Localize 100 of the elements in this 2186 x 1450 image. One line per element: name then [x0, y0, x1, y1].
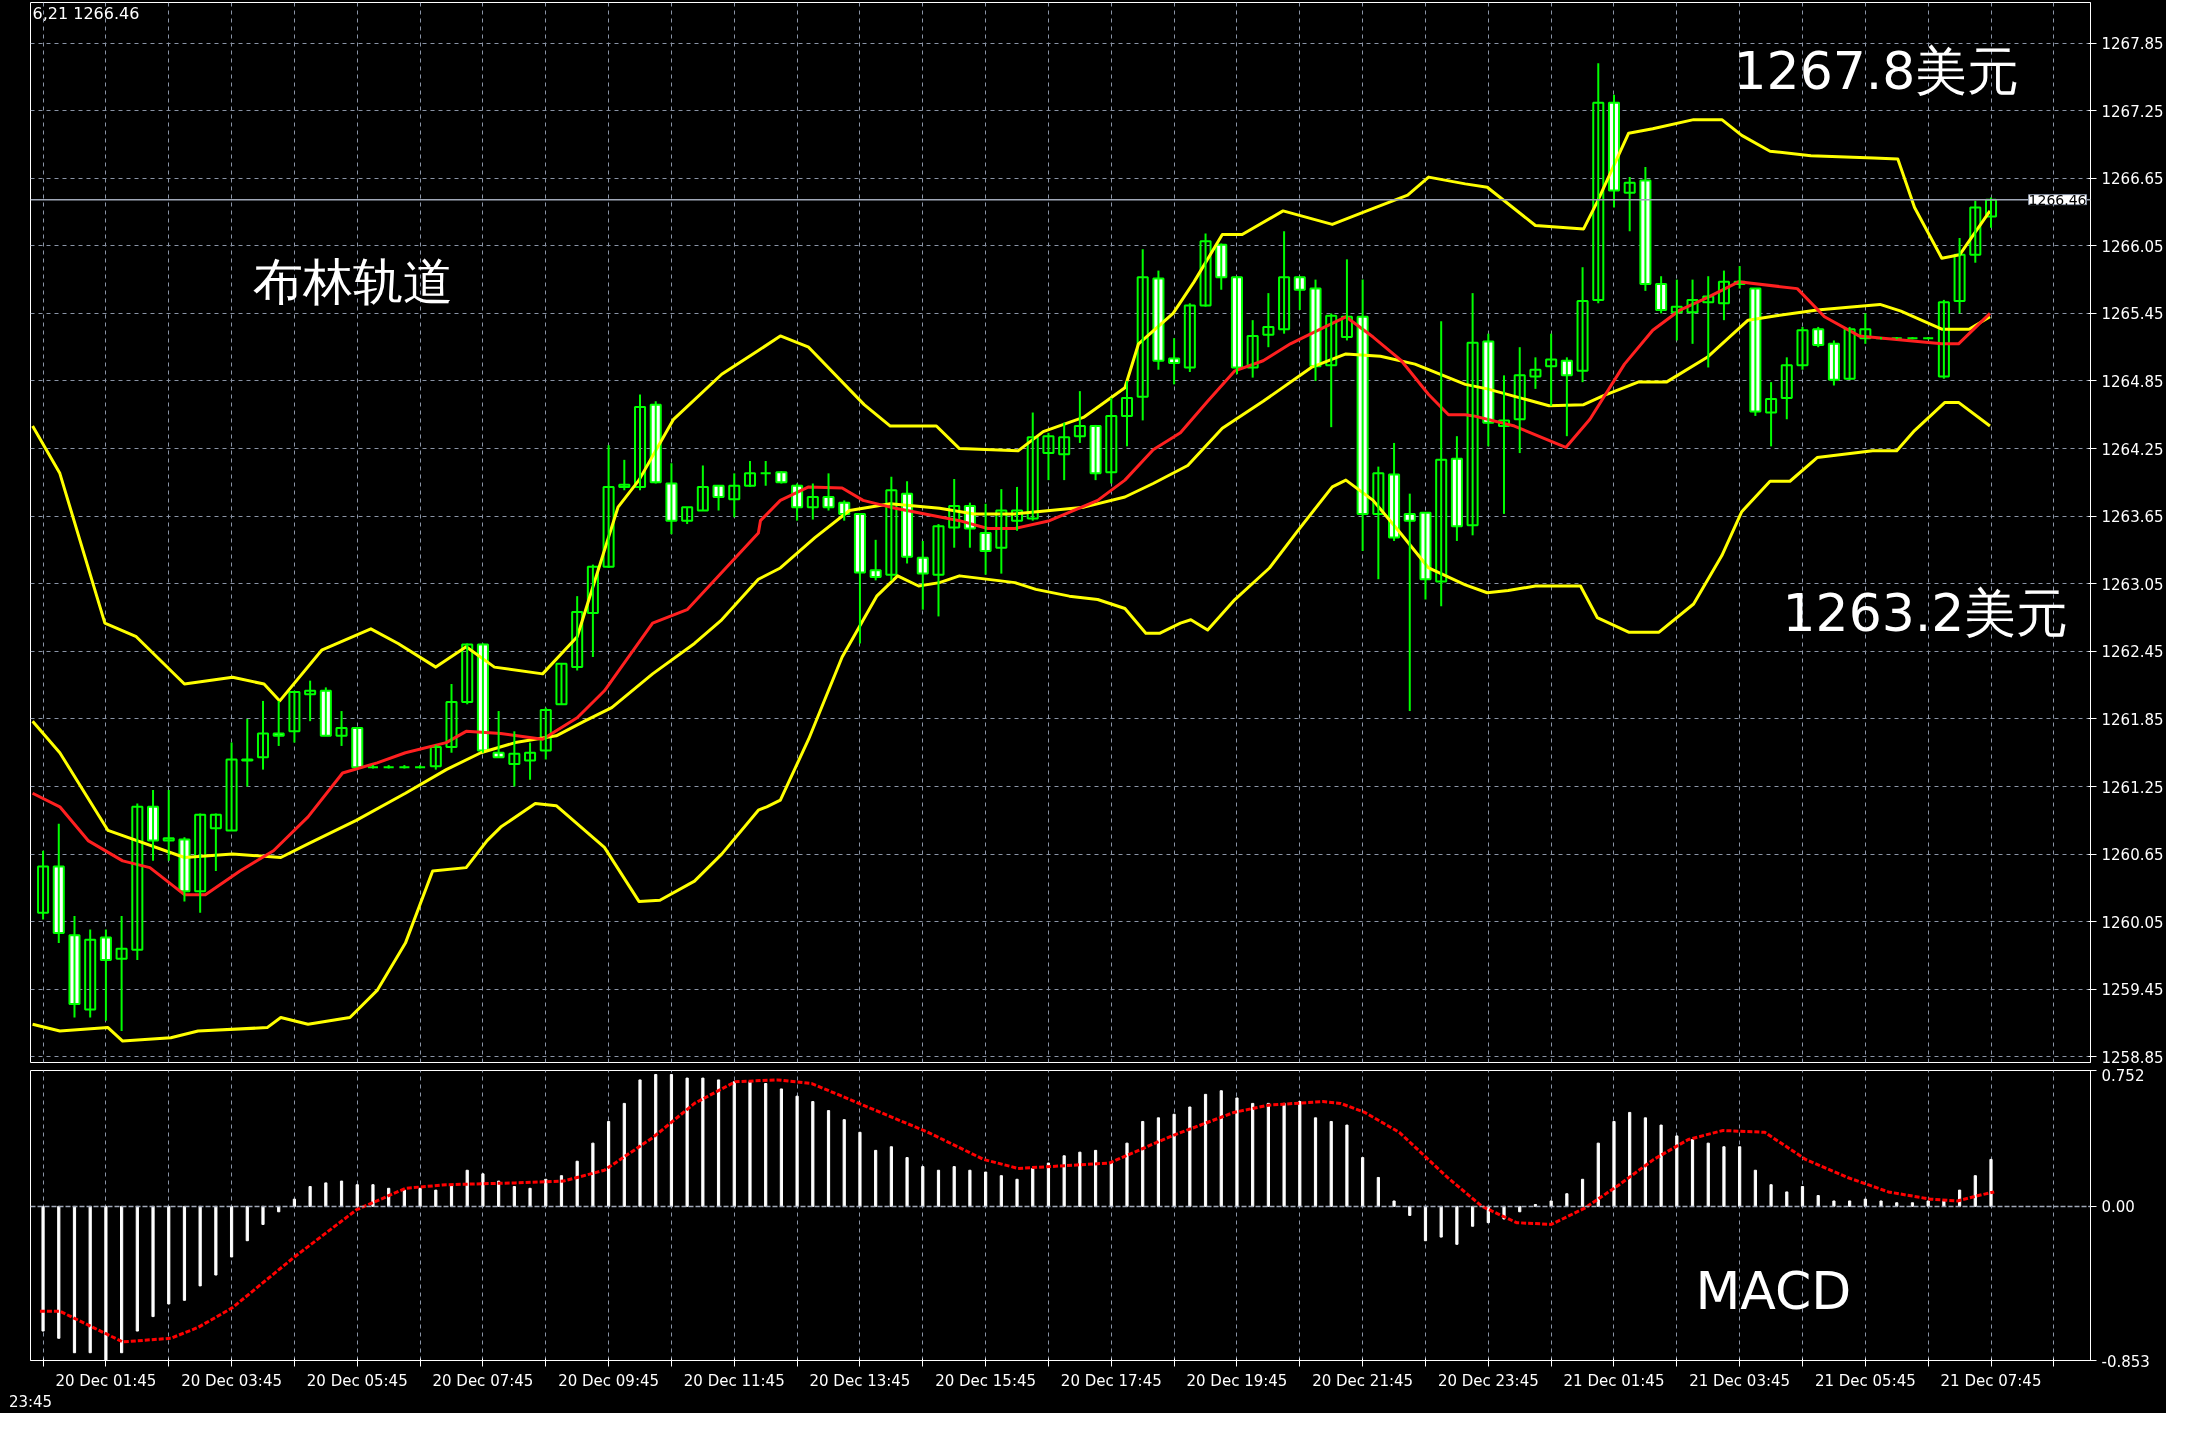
- x-tick-label: 20 Dec 03:45: [181, 1371, 283, 1390]
- candlestick: [932, 523, 945, 618]
- x-tick-label: 20 Dec 17:45: [1060, 1371, 1162, 1390]
- candlestick: [1042, 431, 1055, 482]
- candlestick: [1592, 62, 1605, 305]
- candlestick: [1073, 390, 1086, 444]
- x-tick-label: 20 Dec 23:45: [1437, 1371, 1539, 1390]
- x-tick-label: 20 Dec 05:45: [306, 1371, 408, 1390]
- candlestick: [1717, 269, 1730, 322]
- y-tick-label: 1260.05: [2101, 913, 2164, 932]
- candlestick: [461, 642, 474, 706]
- annotation: 6,21 1266.46: [32, 3, 140, 23]
- annotation: MACD: [1695, 1260, 1852, 1321]
- candlestick: [743, 459, 757, 488]
- candlestick: [571, 595, 584, 672]
- x-tick-label: 20 Dec 13:45: [809, 1371, 911, 1390]
- y-tick-label: 1261.25: [2101, 778, 2164, 797]
- candlestick: [948, 477, 961, 549]
- candlestick: [304, 679, 317, 723]
- candlestick: [508, 730, 521, 788]
- x-tick-label: 21 Dec 03:45: [1689, 1371, 1791, 1390]
- candlestick: [1011, 485, 1024, 532]
- x-tick-label: 20 Dec 09:45: [558, 1371, 660, 1390]
- x-tick-label: 20 Dec 01:45: [55, 1371, 157, 1390]
- x-tick-label: 21 Dec 01:45: [1563, 1371, 1665, 1390]
- candlestick: [1278, 230, 1291, 335]
- annotation: 1267.8美元: [1733, 40, 2020, 101]
- y-tick-label: 1261.85: [2101, 710, 2164, 729]
- x-tick-label: 20 Dec 11:45: [683, 1371, 785, 1390]
- candlestick: [194, 812, 207, 914]
- candlestick: [68, 915, 81, 1019]
- x-tick-label: 20 Dec 15:45: [935, 1371, 1037, 1390]
- candlestick: [995, 488, 1008, 575]
- candlestick: [1058, 421, 1071, 482]
- y-tick-label: 0.00: [2101, 1198, 2135, 1217]
- ref-line-label: 1266.46: [2028, 191, 2087, 208]
- candlestick: [806, 482, 819, 521]
- x-tick-label: 21 Dec 05:45: [1814, 1371, 1916, 1390]
- candlestick: [602, 444, 615, 569]
- candlestick: [1780, 356, 1793, 421]
- text: 23:45: [8, 1392, 53, 1411]
- y-tick-label: 1267.85: [2101, 35, 2164, 54]
- candlestick: [1498, 374, 1511, 515]
- candlestick: [131, 802, 144, 961]
- y-tick-label: 1266.05: [2101, 237, 2164, 256]
- x-tick-label: 20 Dec 07:45: [432, 1371, 534, 1390]
- candlestick: [1545, 332, 1558, 407]
- candlestick: [445, 683, 458, 754]
- candlestick: [524, 741, 537, 781]
- y-tick-label: -0.853: [2101, 1352, 2150, 1371]
- candlestick: [225, 741, 238, 832]
- y-tick-label: 1263.65: [2101, 508, 2164, 527]
- candlestick: [696, 464, 709, 512]
- candlestick: [1199, 232, 1212, 308]
- candlestick: [335, 710, 348, 747]
- y-tick-label: 1267.25: [2101, 102, 2164, 121]
- y-tick-label: 1265.45: [2101, 305, 2164, 324]
- y-tick-label: 1262.45: [2101, 643, 2164, 662]
- candlestick: [681, 506, 694, 526]
- candlestick: [1765, 381, 1778, 448]
- candlestick: [633, 393, 647, 492]
- candlestick: [1168, 337, 1181, 386]
- candlestick: [1953, 236, 1966, 315]
- candlestick: [1623, 176, 1636, 233]
- candlestick: [1576, 266, 1589, 384]
- candlestick: [1513, 346, 1526, 455]
- annotation: 1263.2美元: [1782, 582, 2069, 643]
- candlestick: [1372, 465, 1385, 581]
- candlestick: [162, 788, 175, 862]
- candlestick: [1984, 196, 1998, 229]
- candlestick: [1435, 320, 1448, 608]
- annotation: 布林轨道: [252, 252, 453, 311]
- candlestick: [1325, 312, 1338, 429]
- candlestick: [1529, 356, 1542, 390]
- candlestick: [1859, 312, 1872, 345]
- candlestick: [37, 849, 50, 921]
- y-tick-label: 1266.65: [2101, 170, 2164, 189]
- candlestick: [1340, 258, 1353, 342]
- candlestick: [586, 563, 599, 658]
- candlestick: [429, 743, 442, 771]
- y-tick-label: 1259.45: [2101, 981, 2164, 1000]
- candlestick: [256, 699, 270, 771]
- candlestick: [209, 812, 222, 872]
- y-tick-label: 0.752: [2101, 1066, 2145, 1085]
- candlestick: [241, 717, 254, 788]
- candlestick: [1026, 411, 1039, 522]
- y-tick-label: 1264.25: [2101, 440, 2164, 459]
- candlestick: [1136, 248, 1149, 422]
- y-tick-label: 1260.65: [2101, 846, 2164, 865]
- candlestick: [1796, 325, 1809, 371]
- y-tick-label: 1263.05: [2101, 575, 2164, 594]
- candlestick: [84, 928, 97, 1019]
- candlestick: [728, 472, 741, 519]
- candlestick: [1105, 396, 1118, 485]
- candlestick: [555, 662, 568, 706]
- candlestick: [1120, 379, 1134, 448]
- candlestick: [539, 706, 552, 761]
- x-tick-label: 20 Dec 21:45: [1312, 1371, 1414, 1390]
- x-tick-label: 20 Dec 19:45: [1186, 1371, 1288, 1390]
- candlestick: [1246, 319, 1259, 379]
